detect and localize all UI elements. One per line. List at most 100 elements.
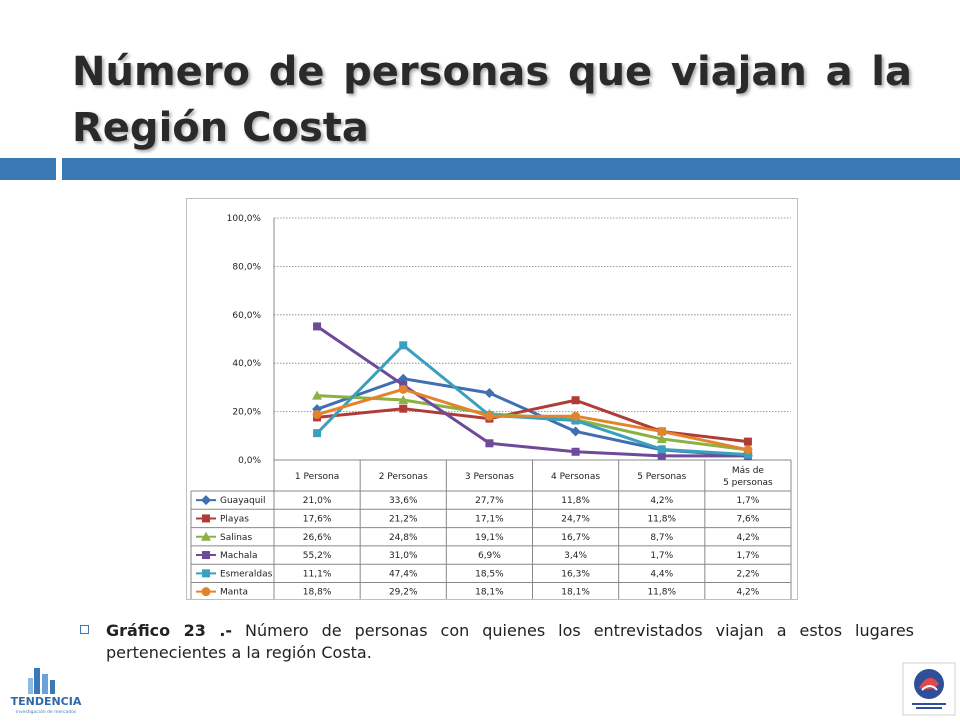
legend-label-guayaquil: Guayaquil <box>220 496 265 506</box>
y-tick-label: 100,0% <box>227 214 262 224</box>
data-label-esmeraldas: 11,1% <box>303 569 332 579</box>
data-label-salinas: 26,6% <box>303 533 332 543</box>
data-point-manta <box>657 426 667 436</box>
data-point-esmeraldas <box>399 341 408 350</box>
x-category-label: 3 Personas <box>465 472 514 482</box>
data-label-salinas: 24,8% <box>389 533 418 543</box>
data-label-esmeraldas: 47,4% <box>389 569 418 579</box>
data-point-salinas <box>312 390 323 400</box>
accent-bar-left <box>0 158 56 180</box>
data-label-playas: 7,6% <box>736 514 759 524</box>
data-label-guayaquil: 11,8% <box>561 496 590 506</box>
chart-caption: Gráfico 23 .- Número de personas con qui… <box>80 620 914 664</box>
data-label-esmeraldas: 4,4% <box>650 569 673 579</box>
legend-marker-playas <box>202 514 210 523</box>
y-tick-label: 0,0% <box>238 456 261 466</box>
data-label-machala: 1,7% <box>650 551 673 561</box>
series-line-esmeraldas <box>316 343 749 457</box>
data-label-salinas: 8,7% <box>650 533 673 543</box>
data-label-manta: 4,2% <box>736 588 759 598</box>
data-point-manta <box>312 410 322 420</box>
legend-label-machala: Machala <box>220 551 257 561</box>
legend-label-playas: Playas <box>220 514 249 524</box>
y-tick-label: 40,0% <box>232 359 261 369</box>
data-label-guayaquil: 21,0% <box>303 496 332 506</box>
data-label-guayaquil: 4,2% <box>650 496 673 506</box>
series-line-manta <box>316 387 749 452</box>
data-label-manta: 29,2% <box>389 588 418 598</box>
legend-label-manta: Manta <box>220 588 248 598</box>
tendencia-logo-subtext: investigación de mercados <box>16 708 77 715</box>
data-label-esmeraldas: 16,3% <box>561 569 590 579</box>
data-label-machala: 6,9% <box>478 551 501 561</box>
legend-marker-manta <box>201 587 211 597</box>
data-label-guayaquil: 33,6% <box>389 496 418 506</box>
data-label-manta: 11,8% <box>647 588 676 598</box>
quito-turismo-logo <box>902 662 956 716</box>
legend-marker-salinas <box>201 531 211 541</box>
data-label-playas: 17,1% <box>475 514 504 524</box>
data-label-esmeraldas: 18,5% <box>475 569 504 579</box>
legend-label-salinas: Salinas <box>220 533 252 543</box>
data-label-salinas: 16,7% <box>561 533 590 543</box>
data-label-machala: 3,4% <box>564 551 587 561</box>
legend-marker-esmeraldas <box>202 569 210 578</box>
data-point-guayaquil <box>484 387 495 398</box>
y-tick-label: 80,0% <box>232 262 261 272</box>
x-category-label: 4 Personas <box>551 472 600 482</box>
series-line-machala <box>316 325 748 458</box>
caption-text: Número de personas con quienes los entre… <box>106 621 914 662</box>
data-point-esmeraldas <box>743 450 752 459</box>
data-point-guayaquil <box>570 426 581 437</box>
data-label-manta: 18,8% <box>303 588 332 598</box>
data-label-esmeraldas: 2,2% <box>736 569 759 579</box>
x-category-label: 2 Personas <box>379 472 428 482</box>
data-label-machala: 55,2% <box>303 551 332 561</box>
series-line-salinas <box>317 394 749 452</box>
data-label-guayaquil: 27,7% <box>475 496 504 506</box>
accent-bar-right <box>62 158 960 180</box>
x-category-label: 5 personas <box>723 478 773 488</box>
data-point-playas <box>571 396 580 405</box>
y-tick-label: 60,0% <box>232 311 261 321</box>
x-category-label: 5 Personas <box>637 472 686 482</box>
data-label-playas: 21,2% <box>389 514 418 524</box>
tendencia-logo: TENDENCIA investigación de mercados <box>4 664 88 718</box>
data-label-playas: 11,8% <box>647 514 676 524</box>
data-point-machala <box>313 322 322 331</box>
data-point-machala <box>571 447 580 456</box>
slide-title: Número de personas que viajan a la Regió… <box>72 49 912 151</box>
data-point-playas <box>399 404 408 413</box>
legend-marker-machala <box>202 551 210 560</box>
data-point-manta <box>484 411 494 421</box>
line-chart: 0,0% 20,0% 40,0% 60,0% 80,0% 100,0% 1 Persona 2… <box>190 214 792 602</box>
x-category-label: 1 Persona <box>295 472 339 482</box>
data-label-manta: 18,1% <box>475 588 504 598</box>
data-label-playas: 17,6% <box>303 514 332 524</box>
y-tick-label: 20,0% <box>232 408 261 418</box>
bullet-icon <box>80 625 89 634</box>
data-point-manta <box>398 384 408 394</box>
data-label-guayaquil: 1,7% <box>736 496 759 506</box>
data-label-playas: 24,7% <box>561 514 590 524</box>
data-label-machala: 31,0% <box>389 551 418 561</box>
data-point-manta <box>743 445 753 455</box>
data-point-salinas <box>656 433 667 443</box>
legend-label-esmeraldas: Esmeraldas <box>220 569 273 579</box>
x-category-label: Más de <box>732 466 765 476</box>
data-point-manta <box>571 411 581 421</box>
data-point-salinas <box>398 394 409 404</box>
data-point-machala <box>485 439 494 448</box>
data-label-salinas: 4,2% <box>736 533 759 543</box>
chart-frame: 0,0% 20,0% 40,0% 60,0% 80,0% 100,0% 1 Persona 2… <box>186 198 798 602</box>
tendencia-logo-text: TENDENCIA <box>11 695 82 708</box>
data-label-salinas: 19,1% <box>475 533 504 543</box>
data-label-manta: 18,1% <box>561 588 590 598</box>
data-point-machala <box>657 451 666 460</box>
data-label-machala: 1,7% <box>736 551 759 561</box>
data-point-esmeraldas <box>657 445 666 454</box>
caption-label: Gráfico 23 .- <box>106 621 233 640</box>
legend-marker-guayaquil <box>201 495 211 506</box>
data-point-esmeraldas <box>313 429 322 438</box>
data-point-playas <box>743 437 752 446</box>
